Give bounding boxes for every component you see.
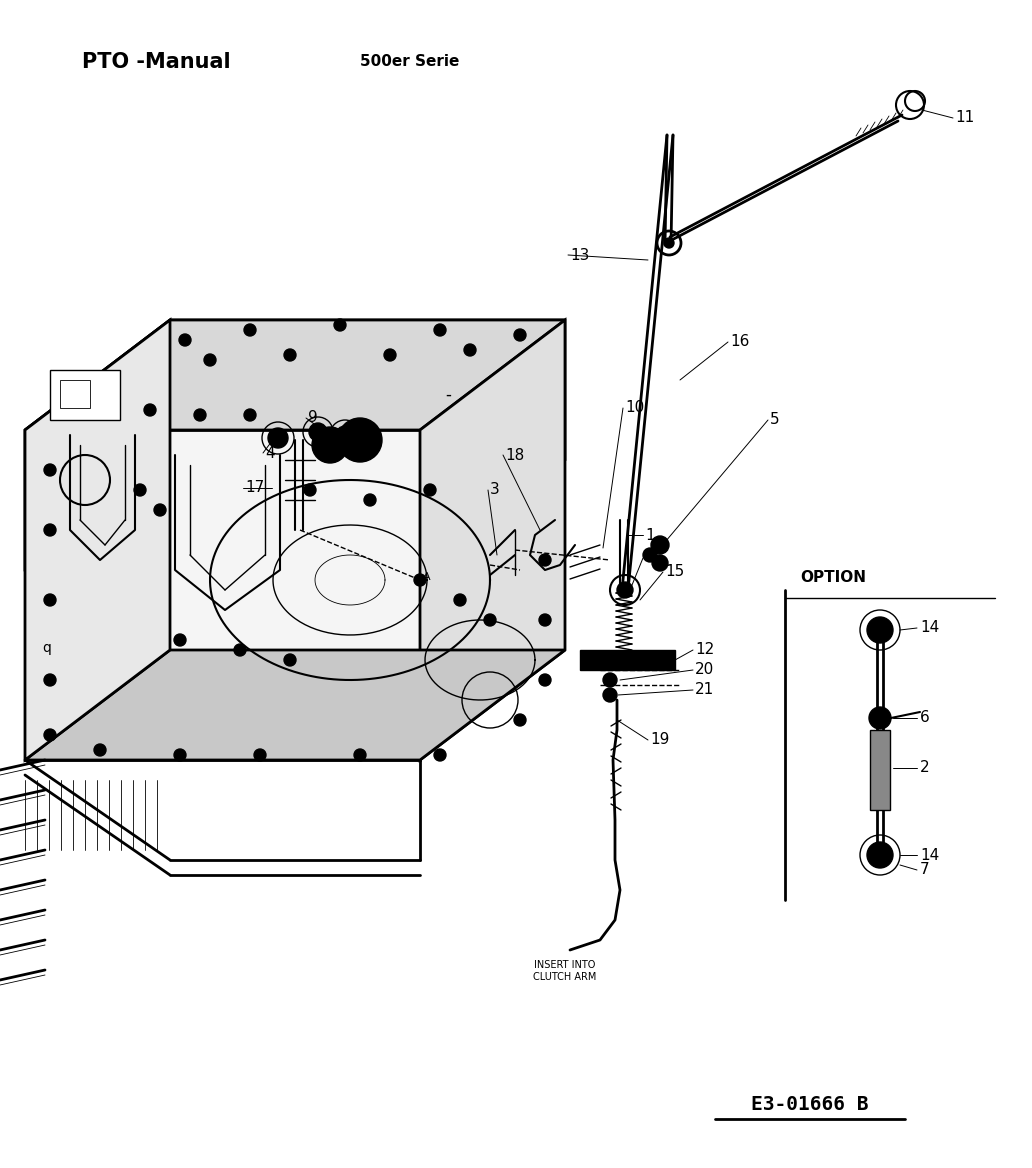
Text: 3: 3	[490, 482, 499, 498]
Polygon shape	[25, 430, 420, 760]
Circle shape	[268, 427, 288, 449]
Circle shape	[254, 749, 266, 762]
Polygon shape	[420, 320, 565, 760]
Text: 17: 17	[245, 480, 264, 495]
Circle shape	[484, 614, 496, 626]
Circle shape	[384, 349, 396, 361]
Polygon shape	[25, 320, 565, 570]
Text: 12: 12	[695, 642, 714, 658]
Circle shape	[309, 423, 327, 442]
Circle shape	[603, 673, 617, 687]
Text: A: A	[423, 572, 430, 582]
Text: PTO -Manual: PTO -Manual	[82, 53, 230, 72]
Text: OPTION: OPTION	[800, 570, 866, 585]
Bar	[50, 370, 120, 420]
Text: INSERT INTO
CLUTCH ARM: INSERT INTO CLUTCH ARM	[534, 960, 596, 981]
Polygon shape	[25, 651, 565, 760]
Text: 21: 21	[695, 682, 714, 697]
Circle shape	[617, 582, 633, 598]
Text: q: q	[42, 641, 51, 655]
Circle shape	[539, 614, 551, 626]
Text: 13: 13	[570, 248, 589, 263]
Circle shape	[664, 238, 674, 248]
Circle shape	[434, 324, 446, 336]
Text: 5: 5	[770, 412, 779, 427]
Text: 14: 14	[920, 620, 939, 635]
Circle shape	[651, 536, 669, 554]
Text: 7: 7	[920, 862, 930, 877]
Circle shape	[204, 354, 216, 366]
Text: 20: 20	[695, 662, 714, 677]
Circle shape	[539, 554, 551, 566]
Circle shape	[244, 324, 256, 336]
Circle shape	[364, 494, 376, 506]
Text: 8: 8	[645, 550, 654, 565]
Bar	[580, 651, 675, 670]
Text: E3-01666 B: E3-01666 B	[751, 1096, 869, 1114]
Text: 15: 15	[665, 564, 684, 579]
Circle shape	[154, 505, 166, 516]
Text: 18: 18	[505, 447, 524, 463]
Text: 10: 10	[625, 401, 644, 416]
Circle shape	[514, 329, 526, 341]
Text: -: -	[445, 385, 451, 404]
Text: 16: 16	[730, 334, 749, 349]
Circle shape	[652, 555, 668, 571]
Circle shape	[44, 464, 56, 477]
Circle shape	[304, 484, 316, 496]
Text: 1: 1	[645, 528, 654, 542]
Circle shape	[643, 548, 657, 562]
Bar	[870, 730, 890, 809]
Circle shape	[44, 524, 56, 536]
Text: 14: 14	[920, 848, 939, 862]
Circle shape	[424, 484, 436, 496]
Circle shape	[134, 484, 146, 496]
Circle shape	[179, 334, 191, 346]
Circle shape	[867, 842, 893, 868]
Text: 500er Serie: 500er Serie	[360, 55, 459, 70]
Circle shape	[414, 573, 426, 586]
Polygon shape	[25, 320, 565, 430]
Polygon shape	[25, 320, 170, 760]
Circle shape	[454, 595, 466, 606]
Circle shape	[312, 427, 348, 463]
Circle shape	[354, 749, 366, 762]
Circle shape	[336, 426, 354, 444]
Circle shape	[867, 617, 893, 644]
Circle shape	[539, 674, 551, 686]
Circle shape	[464, 345, 476, 356]
Circle shape	[284, 349, 296, 361]
Circle shape	[603, 688, 617, 702]
Circle shape	[44, 729, 56, 741]
Text: 11: 11	[955, 111, 974, 125]
Circle shape	[94, 744, 106, 756]
Circle shape	[338, 418, 382, 463]
Text: 4: 4	[265, 445, 275, 460]
Circle shape	[514, 714, 526, 726]
Circle shape	[334, 319, 346, 331]
Circle shape	[44, 595, 56, 606]
Circle shape	[174, 634, 186, 646]
Text: 19: 19	[650, 732, 670, 748]
Circle shape	[44, 674, 56, 686]
Circle shape	[234, 644, 246, 656]
Circle shape	[144, 404, 156, 416]
Text: 9: 9	[308, 410, 318, 425]
Text: 2: 2	[920, 760, 930, 776]
Circle shape	[284, 654, 296, 666]
Bar	[60, 380, 90, 408]
Circle shape	[194, 409, 206, 420]
Circle shape	[244, 409, 256, 420]
Circle shape	[174, 749, 186, 762]
Circle shape	[869, 707, 891, 729]
Circle shape	[434, 749, 446, 762]
Text: 6: 6	[920, 710, 930, 725]
